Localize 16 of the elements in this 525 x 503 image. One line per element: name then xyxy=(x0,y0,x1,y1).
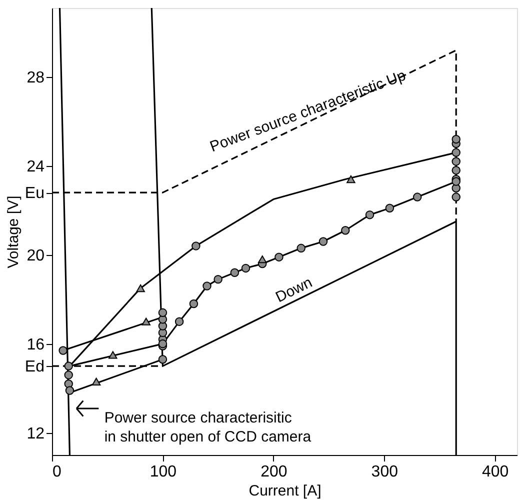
x-tick-label: 200 xyxy=(260,464,288,480)
y-tick-label: 24 xyxy=(26,158,45,176)
y-axis-title: Voltage [V] xyxy=(4,196,22,268)
x-tick-label: 100 xyxy=(150,464,177,480)
y-tick-label: 28 xyxy=(26,69,45,86)
x-tick-label: 400 xyxy=(482,464,509,480)
annotation: Down xyxy=(273,274,315,306)
y-tick-label: 20 xyxy=(26,247,45,264)
y-tick-label: Eu xyxy=(24,185,44,202)
annotation: Power source characterisitic in shutter open of CCD camera xyxy=(104,410,312,446)
x-axis-title: Current [A] xyxy=(248,482,322,500)
y-tick-label: 12 xyxy=(26,425,45,442)
y-tick-label: 16 xyxy=(26,336,45,354)
x-tick-label: 0 xyxy=(52,464,62,480)
y-tick-label: Ed xyxy=(24,358,44,376)
x-tick-label: 300 xyxy=(371,464,398,480)
